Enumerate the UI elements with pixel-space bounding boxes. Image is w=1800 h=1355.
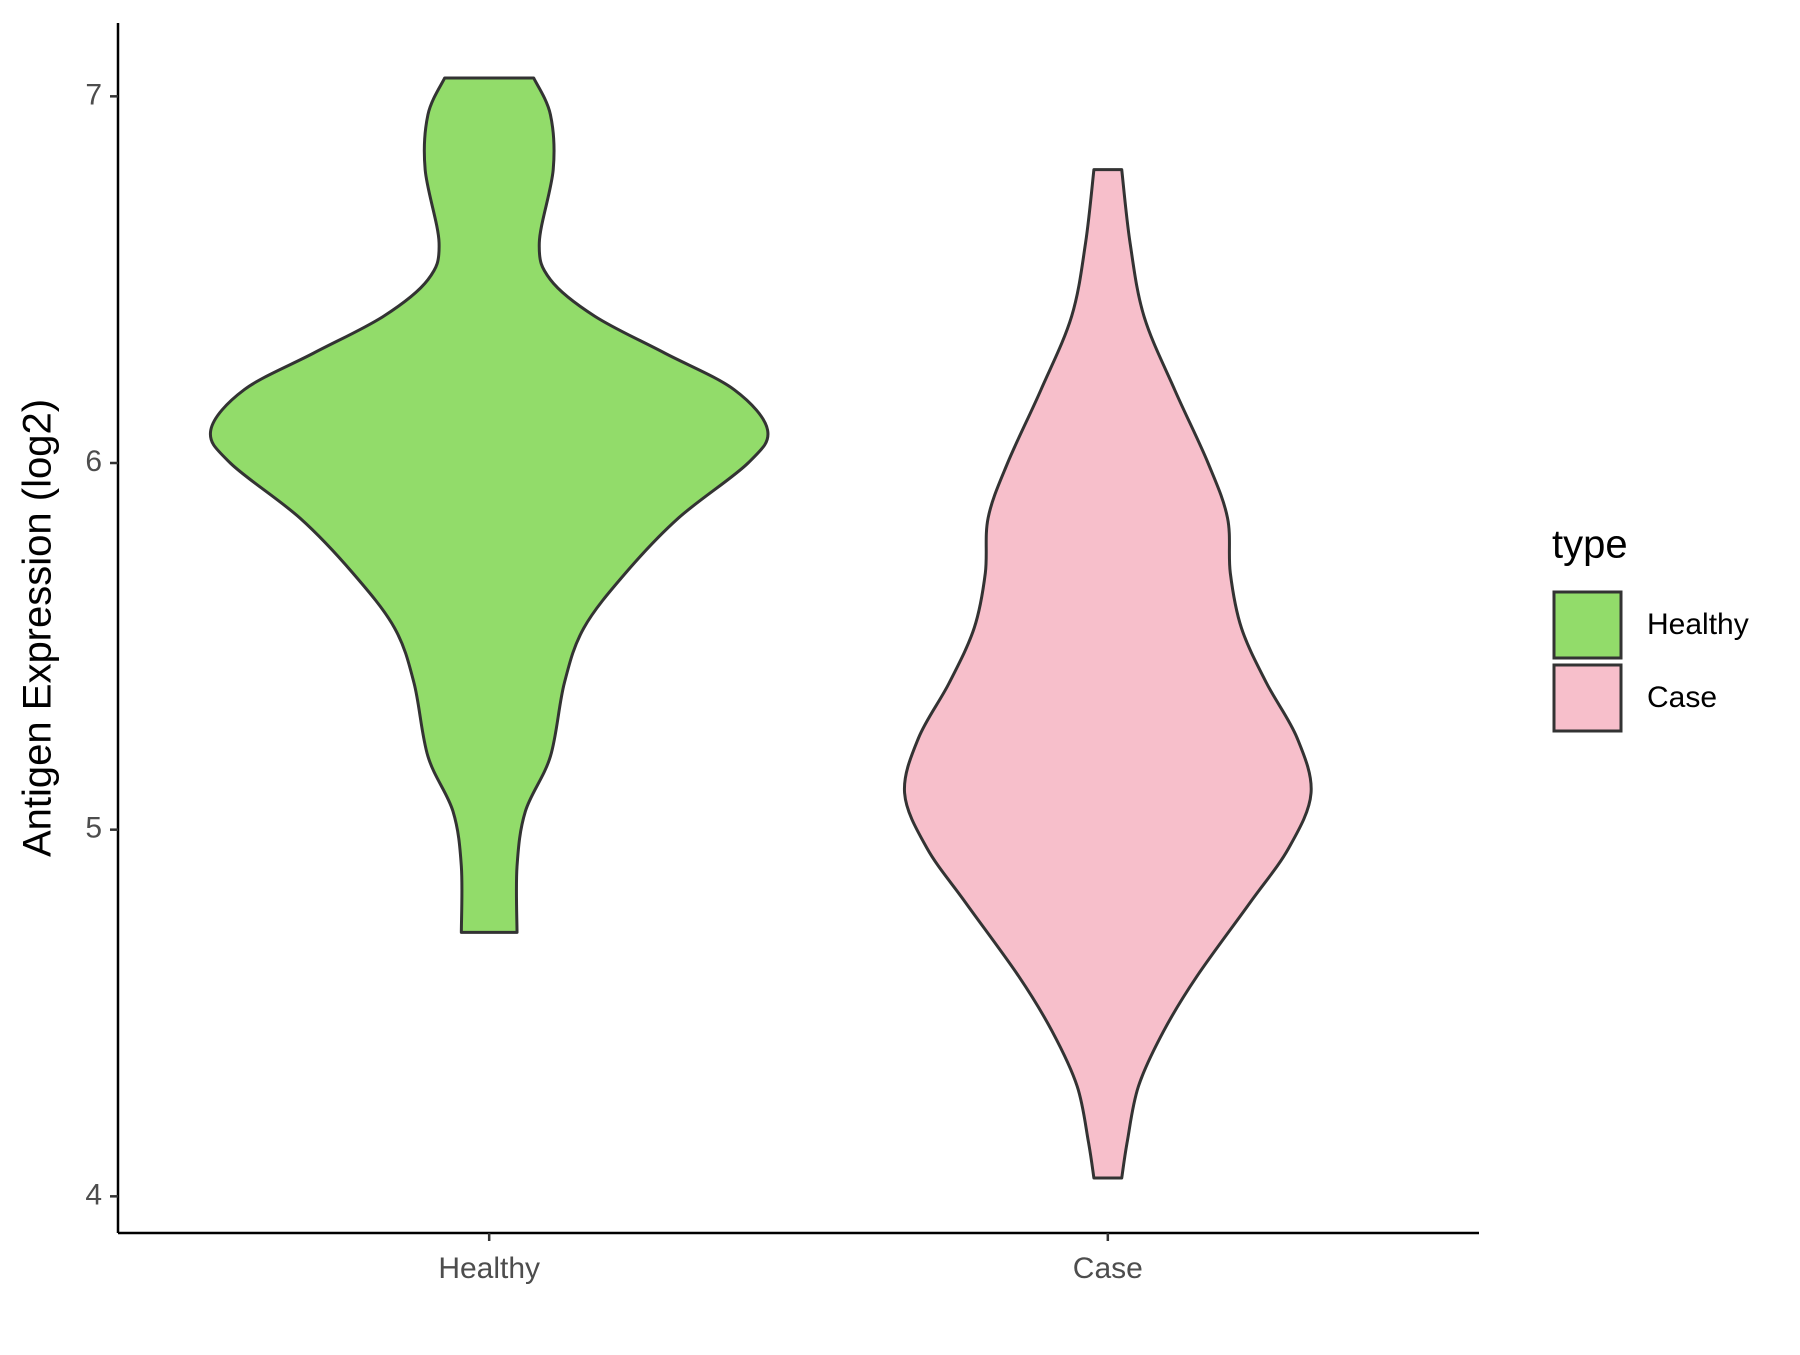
violin <box>902 168 1313 1180</box>
x-tick-label: Healthy <box>438 1252 540 1285</box>
y-axis-title: Antigen Expression (log2) <box>16 399 60 857</box>
y-tick-label: 4 <box>85 1178 102 1211</box>
y-tick-label: 6 <box>85 445 102 478</box>
legend-label: Case <box>1647 681 1717 714</box>
y-tick-label: 7 <box>85 78 102 111</box>
violin <box>208 76 770 934</box>
legend-key <box>1552 590 1623 660</box>
y-tick-label: 5 <box>85 812 102 845</box>
legend-label: Healthy <box>1647 608 1749 641</box>
legend-title: type <box>1552 523 1628 567</box>
legend-key <box>1552 663 1623 733</box>
x-tick-label: Case <box>1073 1252 1143 1285</box>
